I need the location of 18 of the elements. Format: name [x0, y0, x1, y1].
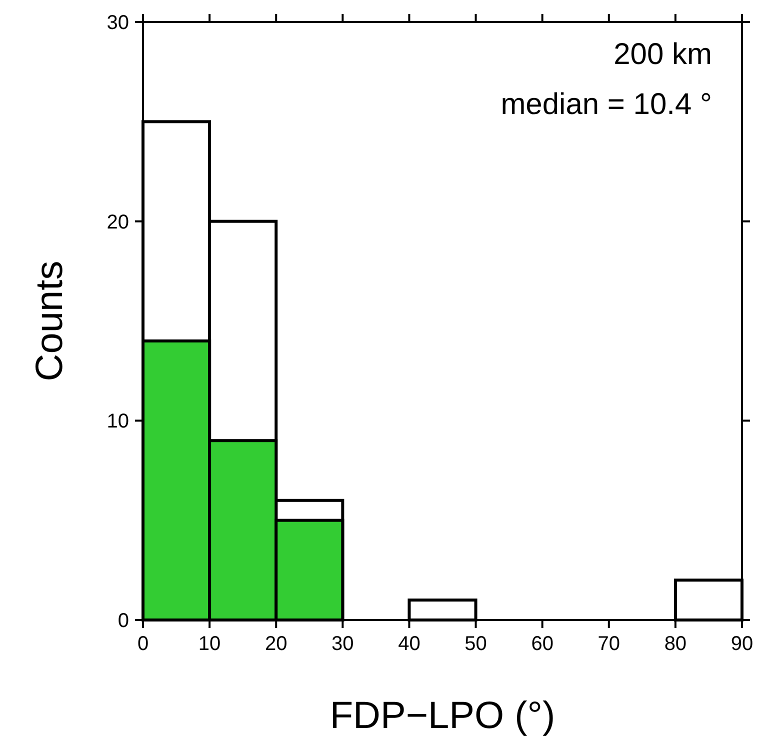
- x-tick-label: 70: [598, 633, 620, 655]
- y-axis-title: Counts: [29, 260, 71, 382]
- annotation: 200 km: [614, 38, 712, 71]
- x-tick-label: 30: [332, 633, 354, 655]
- y-tick-label: 10: [106, 410, 129, 433]
- x-tick-label: 10: [198, 633, 221, 655]
- y-tick-label: 20: [106, 211, 129, 234]
- annotation: median = 10.4 °: [500, 88, 712, 121]
- x-tick-label: 90: [730, 633, 754, 655]
- x-tick-label: 0: [137, 633, 149, 655]
- y-tick-label: 0: [118, 610, 129, 632]
- x-axis-title: FDP−LPO (°): [330, 695, 556, 737]
- x-tick-label: 80: [664, 633, 687, 655]
- x-tick-label: 60: [531, 633, 554, 655]
- x-tick-label: 20: [264, 633, 288, 655]
- y-tick-label: 30: [106, 12, 129, 34]
- x-tick-label: 50: [464, 633, 487, 655]
- x-tick-label: 40: [398, 633, 420, 655]
